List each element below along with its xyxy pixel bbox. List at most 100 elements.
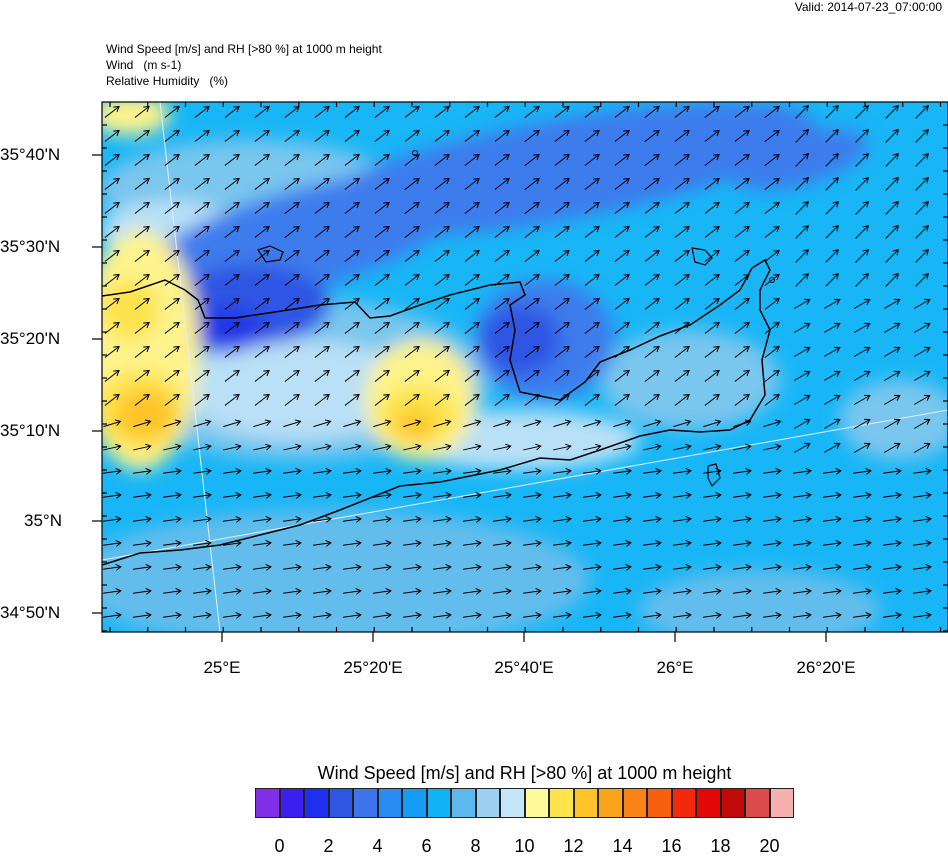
wind-arrow-icon [823,492,842,499]
wind-arrow-icon [674,153,690,166]
wind-arrow-icon [644,321,660,334]
wind-arrow-icon [403,612,422,619]
wind-arrow-icon [614,105,630,118]
wind-arrow-icon [523,468,542,475]
wind-arrow-icon [194,201,210,214]
wind-arrow-icon [463,564,482,571]
wind-arrow-icon [344,273,360,286]
wind-arrow-icon [494,321,510,334]
wind-arrow-icon [164,273,180,286]
wind-arrow-icon [704,153,720,166]
wind-arrow-icon [734,105,750,118]
wind-arrow-icon [493,468,512,475]
wind-arrow-icon [163,612,182,619]
colorbar-swatch [402,788,427,818]
wind-arrow-icon [523,443,542,451]
wind-arrow-icon [733,564,752,571]
wind-arrow-icon [464,345,480,358]
wind-arrow-icon [164,345,180,358]
wind-arrow-icon [403,443,422,451]
wind-arrow-icon [673,419,692,428]
wind-arrow-icon [164,297,180,310]
colorbar-swatch [353,788,378,818]
wind-arrow-icon [314,321,330,334]
wind-arrow-icon [703,588,722,595]
wind-arrow-icon [614,129,630,142]
wind-arrow-icon [344,297,360,310]
wind-arrow-icon [493,588,512,595]
wind-arrow-icon [404,345,420,358]
wind-arrow-icon [224,249,240,262]
colorbar-tick-label: 18 [710,836,731,856]
wind-arrow-icon [644,177,660,190]
wind-arrow-icon [795,200,810,215]
wind-arrow-icon [314,129,330,142]
lon-label: 25°40'E [494,658,554,677]
wind-arrow-icon [915,248,930,263]
wind-arrow-icon [194,129,210,142]
wind-arrow-icon [614,297,630,310]
wind-arrow-icon [434,201,450,214]
wind-arrow-icon [915,152,930,167]
wind-arrow-icon [614,273,630,286]
wind-arrow-icon [853,468,872,475]
wind-arrow-icon [104,369,120,382]
wind-arrow-icon [163,419,182,428]
wind-arrow-icon [493,492,512,499]
wind-arrow-icon [763,419,782,428]
wind-arrow-icon [584,345,600,358]
wind-arrow-icon [344,225,360,238]
wind-arrow-icon [855,200,870,215]
wind-arrow-icon [734,225,750,238]
wind-arrow-icon [823,298,841,309]
wind-arrow-icon [795,152,810,167]
wind-arrow-icon [613,540,632,547]
wind-arrow-icon [913,540,932,547]
wind-arrow-icon [464,393,480,406]
wind-arrow-icon [103,564,122,571]
wind-arrow-icon [825,104,840,119]
island-chrysi [707,463,721,488]
wind-arrow-icon [584,105,600,118]
wind-arrow-icon [913,346,931,357]
wind-arrow-icon [104,201,120,214]
wind-arrow-icon [433,419,452,428]
wind-arrow-icon [313,588,332,595]
wind-arrow-icon [673,443,692,451]
wind-arrow-icon [194,273,210,286]
wind-arrow-icon [134,153,150,166]
wind-arrow-icon [913,298,931,309]
wind-arrow-icon [164,201,180,214]
wind-arrow-icon [374,249,390,262]
wind-arrow-icon [103,443,122,451]
wind-arrow-icon [823,588,842,595]
wind-arrow-icon [433,564,452,571]
wind-arrow-icon [464,369,480,382]
wind-arrow-icon [464,249,480,262]
wind-arrow-icon [404,321,420,334]
wind-arrow-icon [523,516,542,523]
wind-arrow-icon [224,273,240,286]
wind-arrow-icon [793,564,812,571]
wind-arrow-icon [764,345,780,358]
wind-arrow-icon [554,297,570,310]
wind-arrow-icon [133,612,152,619]
wind-arrow-icon [194,345,210,358]
wind-arrow-icon [554,249,570,262]
wind-arrow-icon [374,345,390,358]
wind-arrow-icon [734,345,750,358]
wind-arrow-icon [853,298,871,309]
wind-arrow-icon [554,321,570,334]
wind-arrow-icon [103,612,122,619]
wind-arrow-icon [403,564,422,571]
wind-arrow-icon [704,249,720,262]
wind-arrow-icon [284,225,300,238]
wind-arrow-icon [644,369,660,382]
wind-arrow-icon [883,346,901,357]
wind-arrow-icon [674,105,690,118]
colorbar-tick-label: 14 [612,836,633,856]
wind-arrow-icon [733,443,752,451]
wind-arrow-icon [494,249,510,262]
wind-arrow-icon [344,105,360,118]
wind-arrow-icon [704,393,720,406]
